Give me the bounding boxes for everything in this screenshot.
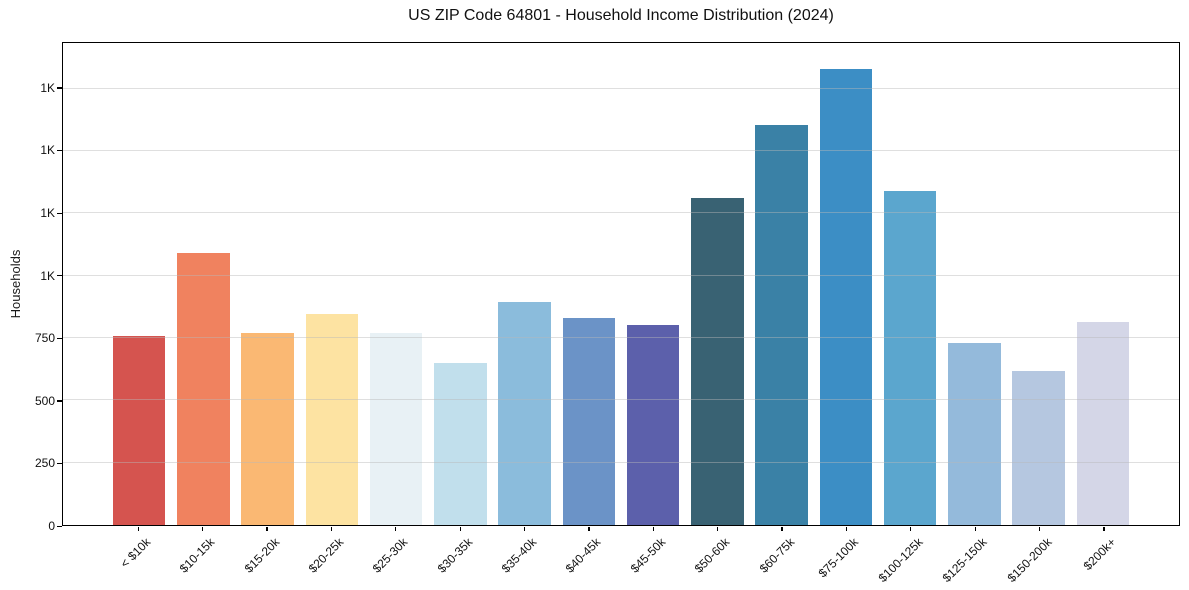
y-tick-label: 750	[34, 331, 55, 346]
x-tick-label: $10-15k	[176, 535, 218, 576]
y-tick-mark	[57, 212, 62, 214]
bar-slot	[300, 43, 364, 525]
bar-slot	[171, 43, 235, 525]
y-tick-mark	[57, 149, 62, 152]
y-tick-label: 0	[48, 519, 55, 533]
x-tick-label: $50-60k	[691, 535, 733, 576]
y-tick-mark	[57, 275, 62, 277]
bar	[562, 318, 616, 525]
bar-slot	[107, 43, 171, 525]
y-tick-label: 1K	[40, 143, 55, 158]
x-tick-label: $20-25k	[305, 535, 347, 576]
bar	[691, 197, 744, 525]
x-tick-mark	[1038, 527, 1041, 531]
bar-slot	[1007, 43, 1071, 525]
bar	[305, 313, 359, 525]
x-tick-mark	[459, 527, 461, 531]
bar-slot	[621, 43, 685, 525]
y-tick-label: 500	[34, 393, 55, 408]
bar	[112, 335, 166, 525]
bar-slot	[942, 43, 1006, 525]
chart-title: US ZIP Code 64801 - Household Income Dis…	[408, 7, 834, 24]
x-tick-label: $200k+	[1080, 535, 1119, 573]
bar	[241, 332, 294, 525]
bars-container	[63, 43, 1179, 525]
bar	[626, 324, 680, 525]
bar	[819, 68, 873, 525]
bar-slot	[557, 43, 621, 525]
bar	[883, 190, 937, 525]
x-tick-label: < $10k	[117, 535, 154, 571]
x-tick-mark	[652, 527, 654, 531]
bar	[434, 363, 487, 525]
bar-slot	[493, 43, 557, 525]
y-tick-mark	[57, 87, 62, 89]
x-tick-label: $45-50k	[627, 535, 669, 576]
x-tick-label: $30-35k	[434, 535, 475, 576]
y-tick-label: 1K	[40, 80, 55, 95]
x-tick-mark	[523, 527, 526, 531]
bar	[177, 253, 230, 525]
x-tick-label: $40-45k	[563, 535, 604, 576]
plot-area	[62, 42, 1180, 526]
x-tick-mark	[266, 527, 268, 531]
x-tick-label: $75-100k	[815, 535, 862, 581]
x-tick-label: $100-125k	[875, 535, 926, 586]
bar-slot	[428, 43, 492, 525]
y-tick-label: 1K	[40, 268, 55, 283]
bar	[369, 333, 423, 525]
y-tick-label: 1K	[40, 206, 55, 220]
x-tick-mark	[974, 527, 976, 531]
x-tick-mark	[910, 527, 912, 531]
bar-slot	[814, 43, 878, 525]
bar	[948, 342, 1001, 525]
x-tick-label: $150-200k	[1004, 535, 1055, 586]
x-tick-mark	[395, 527, 397, 531]
bar-slot	[685, 43, 749, 525]
x-tick-mark	[137, 527, 139, 531]
y-tick-label: 250	[34, 456, 55, 471]
bar	[1012, 370, 1065, 525]
bar-slot	[364, 43, 428, 525]
y-tick-mark	[57, 337, 62, 339]
x-tick-mark	[717, 527, 719, 531]
x-tick-mark	[202, 527, 204, 531]
bar-slot	[750, 43, 814, 525]
bar-slot	[878, 43, 942, 525]
x-tick-mark	[845, 527, 848, 531]
x-tick-label: $125-150k	[939, 535, 990, 586]
x-tick-mark	[1103, 527, 1105, 531]
y-tick-mark	[57, 462, 62, 465]
bar	[1076, 322, 1130, 525]
bar-slot	[1071, 43, 1135, 525]
x-tick-mark	[588, 527, 590, 531]
x-tick-mark	[330, 527, 333, 531]
y-tick-mark	[57, 400, 62, 402]
x-tick-label: $15-20k	[241, 535, 282, 576]
x-tick-label: $25-30k	[370, 535, 411, 576]
x-tick-label: $60-75k	[756, 535, 797, 576]
x-tick-mark	[781, 527, 783, 531]
bar	[498, 301, 551, 525]
y-tick-mark	[57, 525, 62, 527]
bar	[755, 124, 808, 525]
bar-slot	[236, 43, 300, 525]
x-tick-label: $35-40k	[498, 535, 540, 576]
